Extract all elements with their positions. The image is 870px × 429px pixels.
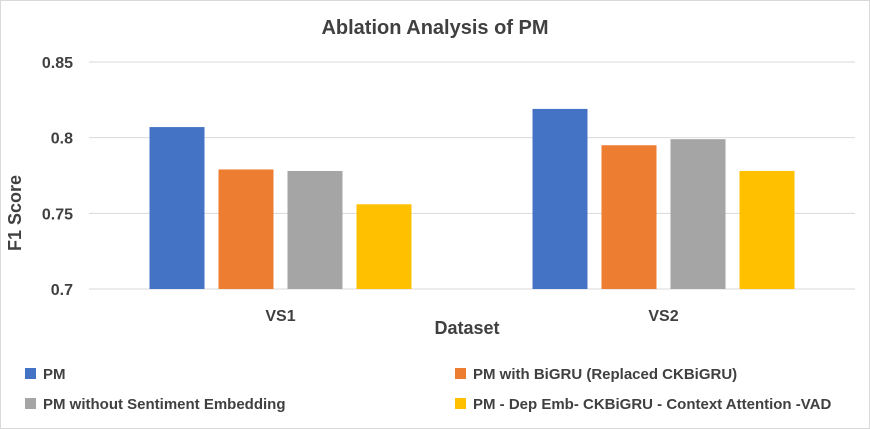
y-tick-label: 0.75: [42, 206, 73, 223]
bar-vs2-series-1: [532, 108, 588, 289]
legend-label: PM - Dep Emb- CKBiGRU - Context Attentio…: [473, 396, 831, 413]
y-tick-label: 0.85: [42, 55, 73, 72]
legend-swatch: [25, 398, 36, 409]
y-tick-label: 0.8: [51, 131, 73, 148]
x-axis-ticks: VS1 VS2: [265, 308, 678, 325]
y-axis-ticks: 0.7 0.75 0.8 0.85: [42, 55, 73, 299]
bar-vs1-series-1: [149, 127, 205, 289]
legend: PM PM with BiGRU (Replaced CKBiGRU) PM wit…: [25, 366, 831, 413]
bar-vs2-series-2: [601, 145, 657, 289]
x-axis-label: Dataset: [434, 318, 499, 338]
bar-vs1-series-4: [356, 204, 412, 289]
bar-vs2-series-4: [739, 170, 795, 289]
legend-label: PM without Sentiment Embedding: [43, 396, 286, 413]
chart-title: Ablation Analysis of PM: [321, 17, 548, 39]
y-tick-label: 0.7: [51, 282, 73, 299]
legend-swatch: [455, 398, 466, 409]
legend-swatch: [25, 368, 36, 379]
bar-vs2-series-3: [670, 139, 726, 289]
x-tick-label: VS1: [265, 308, 295, 325]
legend-label: PM: [43, 366, 66, 383]
bar-vs1-series-3: [287, 170, 343, 289]
legend-swatch: [455, 368, 466, 379]
y-axis-label: F1 Score: [5, 175, 25, 251]
bar-vs1-series-2: [218, 169, 274, 289]
gridlines: [89, 61, 855, 290]
bars: [149, 108, 795, 289]
legend-label: PM with BiGRU (Replaced CKBiGRU): [473, 366, 737, 383]
x-tick-label: VS2: [648, 308, 678, 325]
